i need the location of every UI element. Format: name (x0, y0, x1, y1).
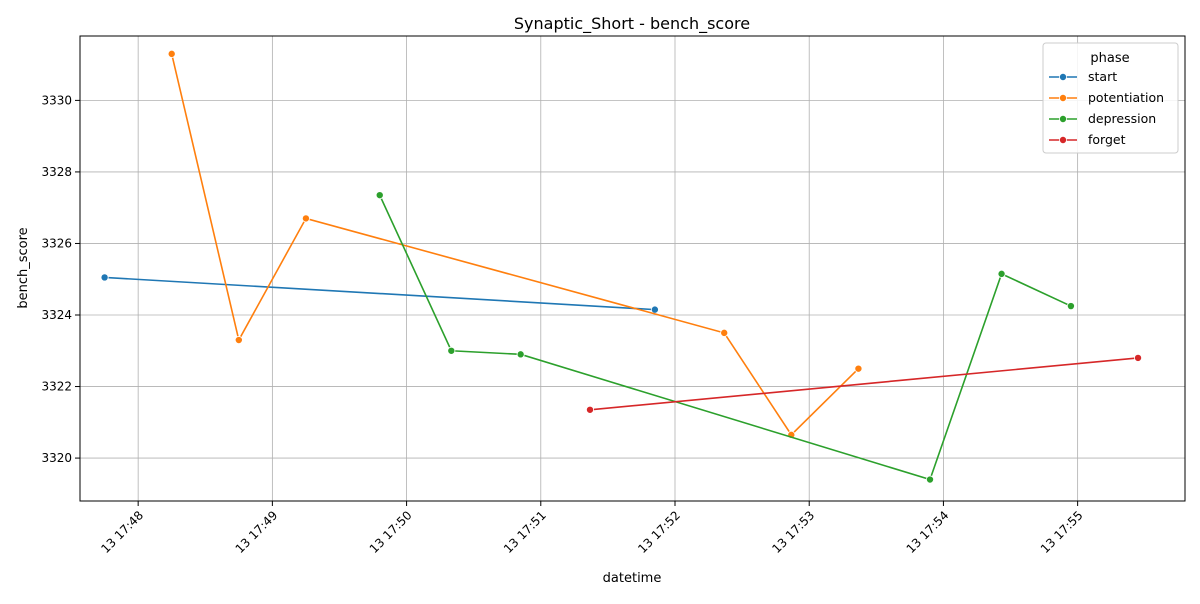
legend-swatch-marker (1059, 73, 1068, 82)
legend-frame (1042, 42, 1179, 154)
data-point-start (650, 305, 659, 314)
legend-label: potentiation (1088, 90, 1164, 105)
y-axis-ticks: 3320 3322 3324 3326 3328 3330 (41, 93, 80, 465)
data-point-potentiation (854, 364, 863, 373)
data-point-start (100, 273, 109, 282)
legend-item-depression: depression (1049, 111, 1156, 126)
data-point-potentiation (720, 328, 729, 337)
data-point-depression (926, 475, 935, 484)
legend-swatch-marker (1059, 115, 1068, 124)
series-line-potentiation (170, 53, 859, 437)
y-axis-label: bench_score (16, 227, 31, 308)
data-point-potentiation (301, 214, 310, 223)
x-axis-label: datetime (603, 571, 662, 586)
legend-label: forget (1088, 132, 1126, 147)
data-point-potentiation (167, 49, 176, 58)
series-lines (100, 49, 1143, 484)
y-tick-label: 3328 (41, 165, 72, 179)
data-point-potentiation (234, 336, 243, 345)
chart-title: Synaptic_Short - bench_score (514, 14, 750, 34)
data-point-depression (375, 191, 384, 200)
y-tick-label: 3320 (41, 451, 72, 465)
legend-label: start (1088, 69, 1117, 84)
data-point-forget (1134, 353, 1143, 362)
data-point-depression (447, 346, 456, 355)
series-line-start (104, 276, 655, 311)
y-tick-label: 3330 (41, 93, 72, 107)
legend-swatch-marker (1059, 94, 1068, 103)
legend-items: start potentiation depression forget (1049, 69, 1164, 147)
legend-item-start: start (1049, 69, 1117, 84)
data-point-forget (586, 405, 595, 414)
legend-item-potentiation: potentiation (1049, 90, 1164, 105)
data-point-depression (997, 269, 1006, 278)
legend-swatch-marker (1059, 135, 1068, 144)
y-tick-label: 3322 (41, 380, 72, 394)
y-tick-label: 3326 (41, 236, 72, 250)
legend: phase start potentiation depression forget (1042, 42, 1179, 154)
data-point-depression (516, 350, 525, 359)
series-line-depression (379, 194, 1072, 481)
series-line-forget (589, 357, 1139, 411)
data-point-depression (1066, 302, 1075, 311)
plot-frame (79, 35, 1186, 502)
legend-item-forget: forget (1049, 132, 1126, 147)
y-tick-label: 3324 (41, 308, 72, 322)
legend-title: phase (1090, 51, 1129, 66)
legend-label: depression (1088, 111, 1156, 126)
